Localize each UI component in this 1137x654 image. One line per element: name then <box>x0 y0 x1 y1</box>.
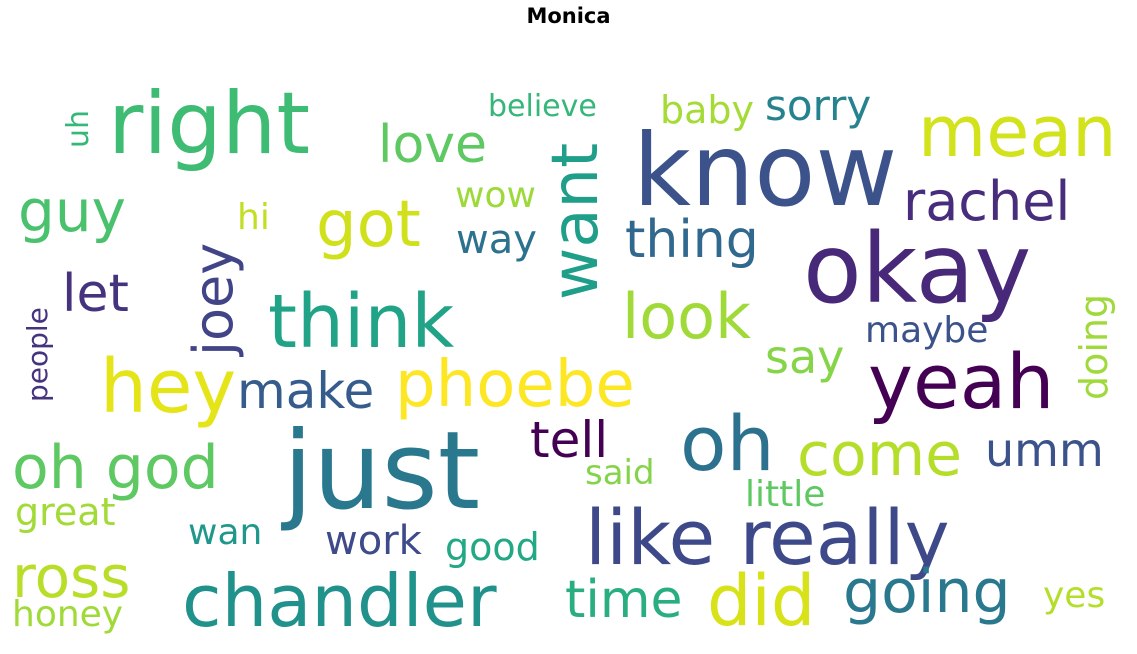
word-said: said <box>585 453 655 493</box>
word-oh-god: oh god <box>12 433 219 503</box>
word-okay: okay <box>803 213 1031 325</box>
word-chandler: chandler <box>182 559 497 643</box>
chart-title: Monica <box>526 4 611 28</box>
word-ross: ross <box>12 543 131 611</box>
word-thing: thing <box>625 210 759 270</box>
word-love: love <box>378 115 487 175</box>
word-did: did <box>707 560 815 642</box>
word-yes: yes <box>1043 575 1105 616</box>
word-doing: doing <box>1072 294 1116 400</box>
word-guy: guy <box>18 177 126 245</box>
word-look: look <box>622 280 751 353</box>
word-mean: mean <box>918 91 1117 173</box>
word-people: people <box>21 307 54 402</box>
word-little: little <box>745 474 825 515</box>
word-phoebe: phoebe <box>395 348 635 422</box>
word-want: want <box>539 143 613 300</box>
word-oh: oh <box>680 399 775 488</box>
word-uh: uh <box>61 110 96 148</box>
word-joey: joey <box>182 243 245 357</box>
word-wow: wow <box>455 175 536 216</box>
word-honey: honey <box>12 594 123 635</box>
word-think: think <box>268 279 454 365</box>
word-umm: umm <box>985 423 1104 477</box>
word-say: say <box>765 330 844 384</box>
word-baby: baby <box>660 88 754 132</box>
word-just: just <box>281 409 480 534</box>
word-going: going <box>843 557 1011 627</box>
word-way: way <box>456 217 537 263</box>
word-yeah: yeah <box>868 337 1054 426</box>
word-good: good <box>445 525 540 569</box>
word-sorry: sorry <box>765 81 871 130</box>
word-great: great <box>15 490 115 534</box>
word-right: right <box>108 74 310 174</box>
word-work: work <box>325 518 423 564</box>
word-like-really: like really <box>585 493 950 582</box>
word-got: got <box>316 188 421 262</box>
word-let: let <box>62 264 129 324</box>
word-come: come <box>797 420 962 490</box>
word-know: know <box>633 112 897 229</box>
word-believe: believe <box>488 89 597 124</box>
word-rachel: rachel <box>903 170 1070 233</box>
word-hey: hey <box>100 344 236 430</box>
word-wan: wan <box>188 512 262 553</box>
word-hi: hi <box>237 197 270 238</box>
word-time: time <box>565 570 682 630</box>
word-make: make <box>237 362 374 420</box>
word-maybe: maybe <box>865 310 988 351</box>
word-tell: tell <box>530 411 608 469</box>
